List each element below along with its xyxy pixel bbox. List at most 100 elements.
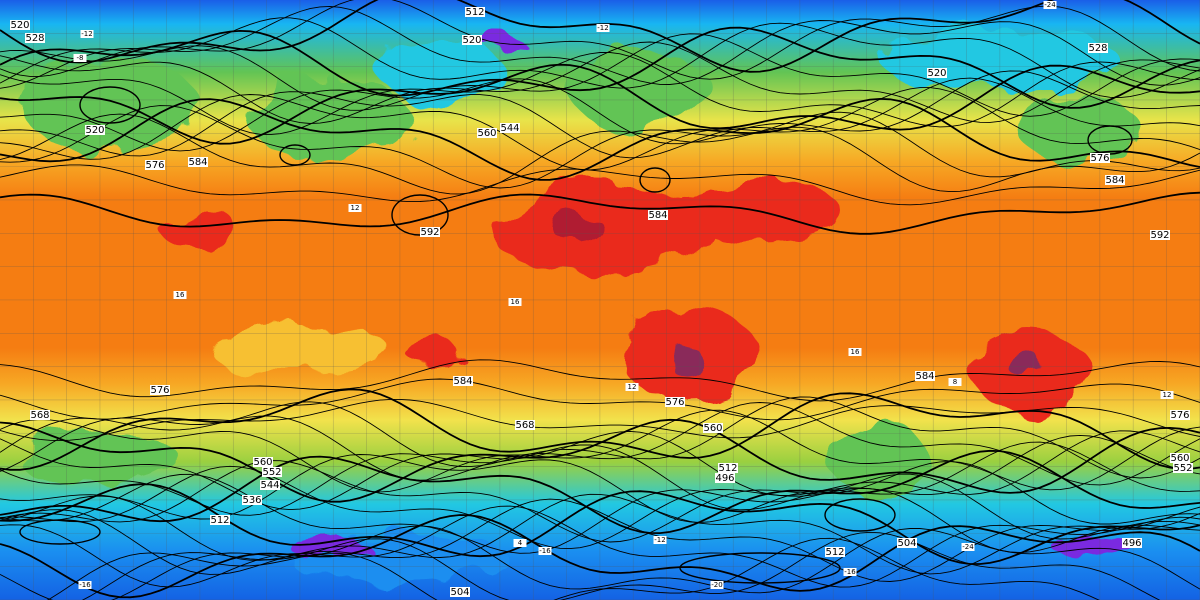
height-label: 568 <box>30 410 49 421</box>
height-label-bg <box>648 210 668 220</box>
temperature-label-bg <box>843 568 857 576</box>
height-label-bg <box>515 420 535 430</box>
contour-line <box>0 388 1200 471</box>
temperature-label-bg <box>961 543 975 551</box>
height-label: 520 <box>85 125 104 136</box>
temperature-label-bg <box>1043 1 1057 9</box>
height-label: 576 <box>665 397 684 408</box>
height-label-bg <box>915 371 935 381</box>
height-label-bg <box>1150 230 1170 240</box>
height-label: 536 <box>242 495 261 506</box>
height-label-bg <box>420 227 440 237</box>
height-label: 560 <box>477 128 496 139</box>
contour-line <box>0 514 1200 599</box>
height-label: 560 <box>253 457 272 468</box>
temperature-label-bg <box>348 204 362 212</box>
temperature-label: 16 <box>511 298 520 306</box>
temperature-label: -24 <box>1044 1 1056 9</box>
height-label-bg <box>465 7 485 17</box>
height-label-bg <box>927 68 947 78</box>
height-label-bg <box>150 385 170 395</box>
closed-contour <box>639 167 671 193</box>
height-label-bg <box>1170 453 1190 463</box>
temperature-label-bg <box>948 378 962 386</box>
height-label: 544 <box>500 123 519 134</box>
height-label: 520 <box>462 35 481 46</box>
temperature-label: 16 <box>176 291 185 299</box>
height-label-bg <box>30 410 50 420</box>
contour-line <box>0 5 1200 89</box>
height-label: 584 <box>188 157 207 168</box>
height-label-bg <box>210 515 230 525</box>
height-label: 576 <box>1170 410 1189 421</box>
height-label: 512 <box>718 463 737 474</box>
contour-line <box>0 105 1200 189</box>
height-label: 496 <box>715 473 734 484</box>
height-label-bg <box>897 538 917 548</box>
temperature-label: -12 <box>597 24 608 32</box>
height-label-bg <box>145 160 165 170</box>
height-label: 560 <box>1170 453 1189 464</box>
contour-line <box>0 378 1200 421</box>
temperature-label-bg <box>78 581 92 589</box>
temperature-label-bg <box>710 581 724 589</box>
height-label-bg <box>718 463 738 473</box>
contour-line <box>0 77 1200 159</box>
height-label-bg <box>450 587 470 597</box>
closed-contour <box>19 519 101 545</box>
height-label: 552 <box>1173 463 1192 474</box>
contour-line <box>0 113 1200 195</box>
closed-contour <box>79 86 141 124</box>
contour-line <box>0 460 1200 543</box>
height-label-bg <box>665 397 685 407</box>
height-label: 584 <box>648 210 667 221</box>
contour-line <box>0 418 1200 503</box>
contour-line <box>0 17 1200 99</box>
height-label-bg <box>500 123 520 133</box>
height-label: 528 <box>1088 43 1107 54</box>
temperature-label: -24 <box>962 543 974 551</box>
height-label: 512 <box>210 515 229 526</box>
temperature-label-bg <box>625 383 639 391</box>
contour-line <box>0 465 1200 550</box>
temperature-label: -16 <box>844 568 856 576</box>
contour-line <box>81 531 1161 600</box>
height-label-bg <box>262 467 282 477</box>
closed-contour <box>824 498 896 532</box>
contour-line <box>0 505 1200 588</box>
temperature-label: -12 <box>654 536 665 544</box>
contour-line <box>0 87 1200 171</box>
height-label: 520 <box>10 20 29 31</box>
temperature-label-bg <box>538 547 552 555</box>
height-label-bg <box>477 128 497 138</box>
temperature-label-bg <box>508 298 522 306</box>
temperature-label: -12 <box>81 30 92 38</box>
temperature-label: 16 <box>851 348 860 356</box>
contour-line <box>0 359 1200 402</box>
height-label-bg <box>703 423 723 433</box>
height-label: 592 <box>1150 230 1169 241</box>
contour-line <box>0 483 1200 565</box>
contour-line <box>0 409 1200 493</box>
height-label: 504 <box>897 538 916 549</box>
contour-line <box>0 26 1200 109</box>
contour-line <box>0 525 1200 600</box>
temperature-label: 8 <box>953 378 957 386</box>
height-label-bg <box>1122 538 1142 548</box>
height-label: 512 <box>465 7 484 18</box>
temperature-label-bg <box>653 536 667 544</box>
height-label-bg <box>253 457 273 467</box>
contour-line <box>0 97 1200 181</box>
height-label-bg <box>1090 153 1110 163</box>
height-label-bg <box>1105 175 1125 185</box>
temperature-label: 4 <box>518 539 523 547</box>
temperature-label: -8 <box>77 54 84 62</box>
height-label: 528 <box>25 33 44 44</box>
height-label-bg <box>85 125 105 135</box>
height-label: 576 <box>145 160 164 171</box>
height-label-bg <box>10 20 30 30</box>
height-label-bg <box>462 35 482 45</box>
height-label-bg <box>25 33 45 43</box>
temperature-label-bg <box>80 30 94 38</box>
